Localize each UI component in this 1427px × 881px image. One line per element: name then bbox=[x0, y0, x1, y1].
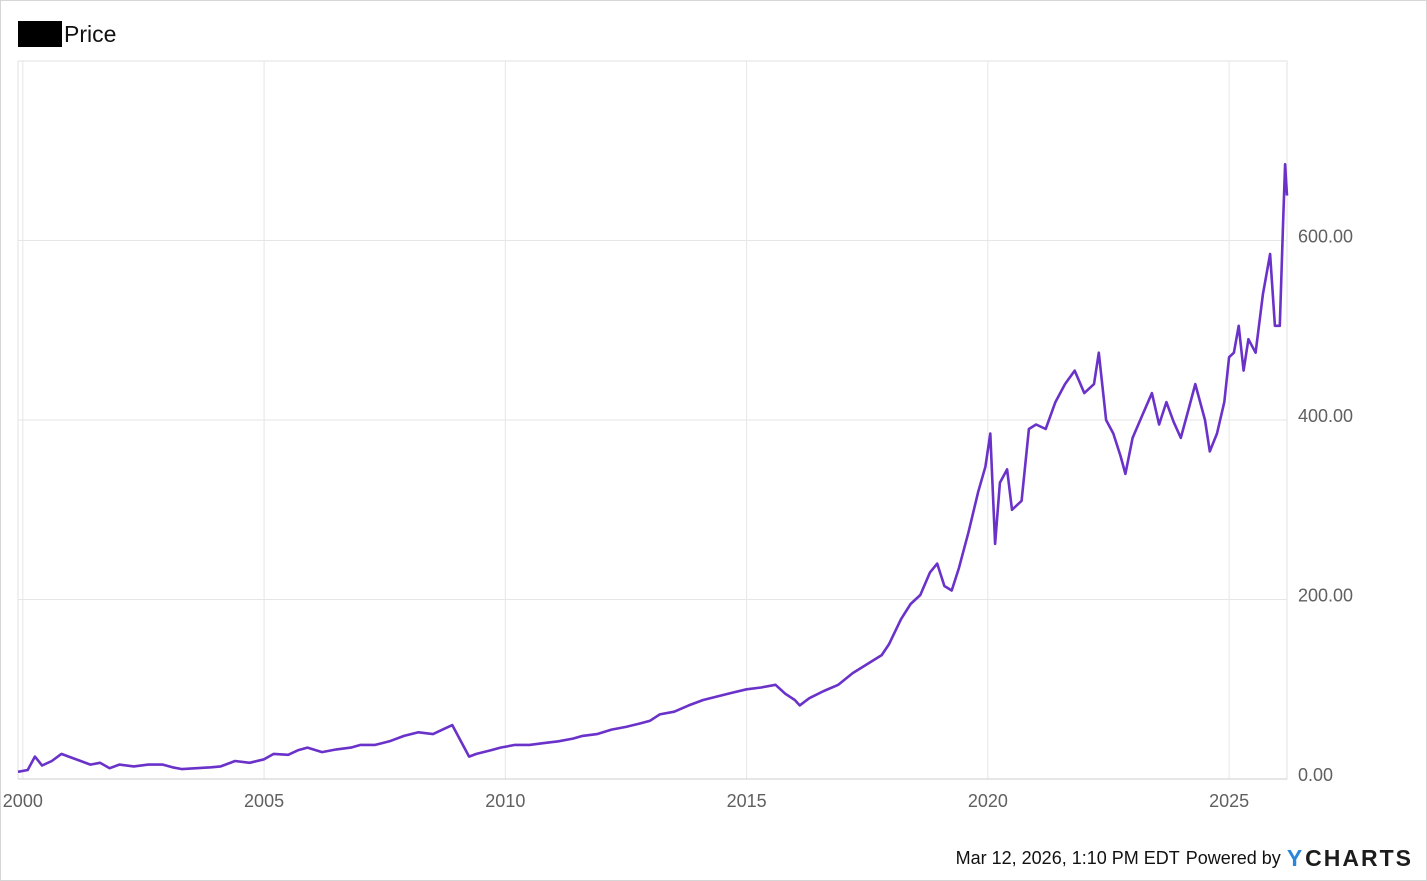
y-tick-label: 0.00 bbox=[1298, 765, 1333, 785]
price-series-line bbox=[17, 162, 1289, 774]
x-tick-label: 2000 bbox=[3, 791, 43, 811]
timestamp: Mar 12, 2026, 1:10 PM EDT bbox=[955, 848, 1180, 868]
ycharts-logo: Y CHARTS bbox=[1287, 845, 1413, 872]
ycharts-logo-text: CHARTS bbox=[1305, 845, 1413, 871]
legend: Price bbox=[18, 20, 116, 48]
y-tick-label: 200.00 bbox=[1298, 586, 1353, 606]
footer: Mar 12, 2026, 1:10 PM EDT Powered by Y C… bbox=[956, 845, 1413, 872]
x-tick-label: 2005 bbox=[244, 791, 284, 811]
x-tick-label: 2020 bbox=[968, 791, 1008, 811]
powered-by-text: Powered by bbox=[1185, 848, 1281, 868]
x-tick-label: 2015 bbox=[727, 791, 767, 811]
legend-label: Price bbox=[64, 20, 117, 47]
x-tick-label: 2025 bbox=[1209, 791, 1249, 811]
x-tick-label: 2010 bbox=[485, 791, 525, 811]
y-tick-label: 600.00 bbox=[1298, 227, 1353, 247]
legend-swatch bbox=[18, 21, 62, 47]
y-tick-label: 400.00 bbox=[1298, 406, 1353, 426]
ycharts-logo-mark: Y bbox=[1286, 845, 1305, 871]
